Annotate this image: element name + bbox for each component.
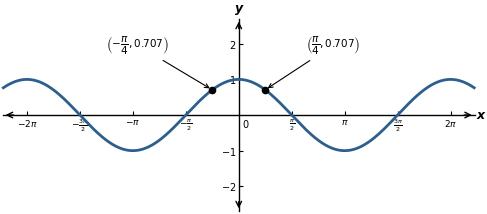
Text: $\left(-\dfrac{\pi}{4}, 0.707\right)$: $\left(-\dfrac{\pi}{4}, 0.707\right)$ (106, 34, 209, 88)
Text: y: y (235, 2, 243, 15)
Text: 0: 0 (243, 120, 249, 130)
Text: x: x (476, 108, 485, 122)
Text: $\left(\dfrac{\pi}{4}, 0.707\right)$: $\left(\dfrac{\pi}{4}, 0.707\right)$ (269, 34, 360, 88)
